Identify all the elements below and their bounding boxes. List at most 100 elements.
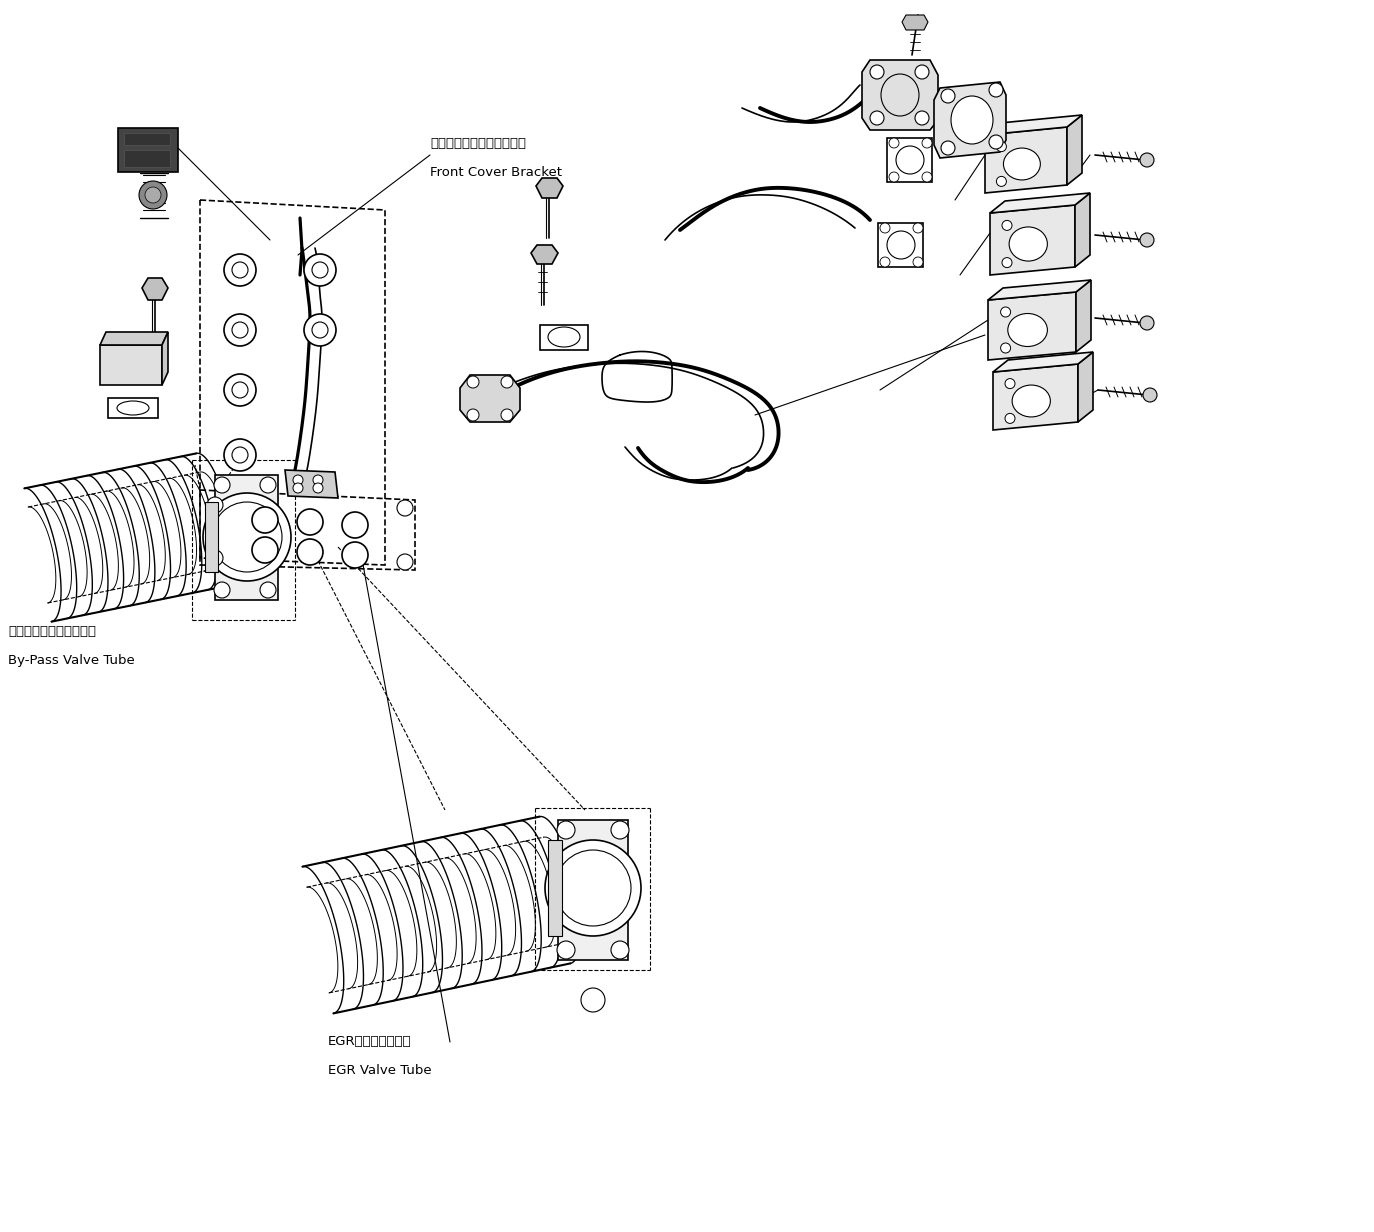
- Circle shape: [1000, 342, 1011, 354]
- Circle shape: [502, 409, 513, 421]
- Circle shape: [915, 111, 929, 124]
- Circle shape: [397, 554, 414, 570]
- Polygon shape: [1079, 352, 1092, 423]
- Polygon shape: [118, 128, 179, 172]
- Circle shape: [467, 409, 480, 421]
- Circle shape: [870, 111, 883, 124]
- Circle shape: [304, 254, 337, 286]
- Circle shape: [260, 477, 276, 493]
- Circle shape: [293, 476, 304, 485]
- Circle shape: [915, 65, 929, 79]
- Polygon shape: [861, 60, 938, 131]
- Circle shape: [889, 172, 899, 182]
- Polygon shape: [205, 501, 218, 572]
- Text: EGRバルブチューブ: EGRバルブチューブ: [328, 1035, 412, 1048]
- Circle shape: [1004, 378, 1015, 388]
- Text: バイパスバルブチューブ: バイパスバルブチューブ: [8, 625, 96, 638]
- Polygon shape: [985, 127, 1068, 193]
- Polygon shape: [214, 476, 278, 600]
- Circle shape: [1000, 307, 1011, 317]
- Circle shape: [912, 223, 923, 233]
- Ellipse shape: [1009, 227, 1047, 261]
- Polygon shape: [1076, 280, 1091, 352]
- Polygon shape: [100, 345, 162, 384]
- Circle shape: [146, 187, 161, 203]
- Circle shape: [313, 476, 323, 485]
- Circle shape: [251, 508, 278, 533]
- Polygon shape: [460, 375, 519, 423]
- Circle shape: [467, 376, 480, 388]
- Circle shape: [922, 138, 932, 148]
- Circle shape: [1004, 414, 1015, 424]
- Circle shape: [214, 582, 229, 598]
- Circle shape: [581, 988, 605, 1011]
- Text: フロントカバーブラケット: フロントカバーブラケット: [430, 137, 526, 150]
- Circle shape: [941, 140, 955, 155]
- Circle shape: [224, 254, 256, 286]
- Circle shape: [207, 549, 223, 565]
- Circle shape: [342, 542, 368, 568]
- Circle shape: [912, 257, 923, 267]
- Polygon shape: [901, 15, 927, 30]
- Circle shape: [879, 223, 890, 233]
- Circle shape: [545, 840, 642, 936]
- Circle shape: [879, 257, 890, 267]
- Ellipse shape: [951, 96, 993, 144]
- Polygon shape: [548, 840, 562, 936]
- Circle shape: [1140, 153, 1154, 168]
- Polygon shape: [988, 280, 1091, 301]
- Polygon shape: [988, 292, 1076, 360]
- Circle shape: [1140, 315, 1154, 330]
- Circle shape: [870, 65, 883, 79]
- Circle shape: [922, 172, 932, 182]
- Polygon shape: [142, 278, 168, 301]
- Polygon shape: [124, 150, 170, 168]
- Circle shape: [203, 493, 291, 582]
- Circle shape: [502, 376, 513, 388]
- Circle shape: [941, 89, 955, 103]
- Circle shape: [251, 537, 278, 563]
- Polygon shape: [124, 133, 170, 145]
- Circle shape: [996, 142, 1006, 152]
- Ellipse shape: [1003, 148, 1040, 180]
- Circle shape: [611, 941, 629, 958]
- Polygon shape: [1068, 115, 1081, 185]
- Circle shape: [989, 83, 1003, 97]
- Circle shape: [297, 540, 323, 565]
- Circle shape: [397, 500, 414, 516]
- Circle shape: [139, 181, 168, 209]
- Circle shape: [1140, 233, 1154, 246]
- Polygon shape: [558, 821, 628, 960]
- Polygon shape: [993, 363, 1079, 430]
- Circle shape: [313, 483, 323, 493]
- Ellipse shape: [1007, 313, 1047, 346]
- Circle shape: [224, 375, 256, 407]
- Polygon shape: [991, 205, 1074, 275]
- Circle shape: [214, 477, 229, 493]
- Circle shape: [889, 138, 899, 148]
- Circle shape: [342, 513, 368, 538]
- Circle shape: [1002, 221, 1013, 230]
- Circle shape: [260, 582, 276, 598]
- Circle shape: [224, 439, 256, 471]
- Circle shape: [989, 136, 1003, 149]
- Circle shape: [224, 314, 256, 346]
- Circle shape: [556, 821, 574, 839]
- Polygon shape: [284, 469, 338, 498]
- Circle shape: [293, 483, 304, 493]
- Circle shape: [304, 314, 337, 346]
- Polygon shape: [162, 331, 168, 384]
- Circle shape: [996, 176, 1006, 186]
- Polygon shape: [991, 193, 1090, 213]
- Circle shape: [1143, 388, 1157, 402]
- Text: By-Pass Valve Tube: By-Pass Valve Tube: [8, 654, 135, 667]
- Polygon shape: [530, 245, 558, 264]
- Text: Front Cover Bracket: Front Cover Bracket: [430, 166, 562, 179]
- Polygon shape: [100, 331, 168, 345]
- Polygon shape: [985, 115, 1081, 136]
- Circle shape: [297, 509, 323, 535]
- Circle shape: [207, 496, 223, 513]
- Circle shape: [1002, 257, 1013, 267]
- Polygon shape: [1074, 193, 1090, 267]
- Polygon shape: [993, 352, 1092, 372]
